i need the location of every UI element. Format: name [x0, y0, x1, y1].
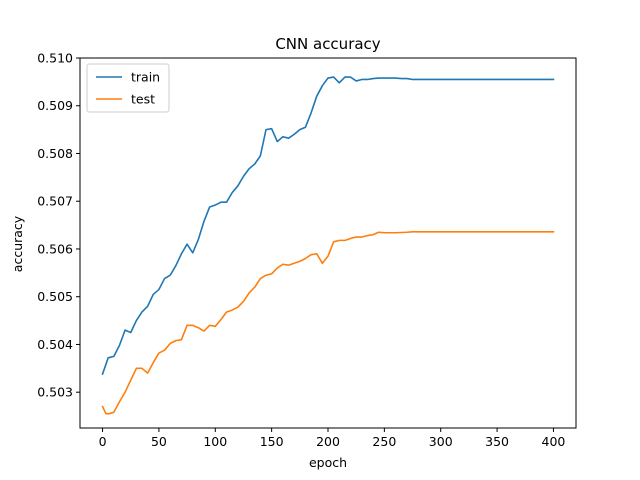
series-line-test — [101, 230, 555, 415]
x-axis: 0 50 100 150 200 250 300 350 400 — [99, 428, 566, 449]
x-tick-label: 50 — [151, 434, 167, 449]
y-tick-label: 0.509 — [37, 98, 73, 113]
x-tick-label: 400 — [542, 434, 566, 449]
x-tick-label: 0 — [99, 434, 107, 449]
legend-box — [86, 63, 170, 113]
x-tick-label: 100 — [203, 434, 227, 449]
x-tick-label: 300 — [429, 434, 453, 449]
y-axis: 0.503 0.504 0.505 0.506 0.507 0.508 0.509 0.510 — [37, 51, 80, 400]
y-tick-label: 0.504 — [37, 337, 73, 352]
x-tick-label: 350 — [485, 434, 509, 449]
y-tick-label: 0.505 — [37, 289, 73, 304]
y-tick-label: 0.503 — [37, 385, 73, 400]
series-line-train — [101, 76, 555, 376]
legend-label-test: test — [131, 92, 155, 107]
x-tick-label: 150 — [260, 434, 284, 449]
x-axis-label: epoch — [309, 455, 347, 470]
x-tick-label: 200 — [316, 434, 340, 449]
y-axis-label: accuracy — [10, 215, 25, 272]
y-tick-label: 0.506 — [37, 241, 73, 256]
x-tick-label: 250 — [372, 434, 396, 449]
y-tick-label: 0.508 — [37, 146, 73, 161]
legend: train test — [86, 63, 170, 113]
chart-title: CNN accuracy — [275, 35, 380, 53]
y-tick-label: 0.510 — [37, 51, 73, 66]
y-tick-label: 0.507 — [37, 194, 73, 209]
legend-label-train: train — [131, 70, 160, 85]
